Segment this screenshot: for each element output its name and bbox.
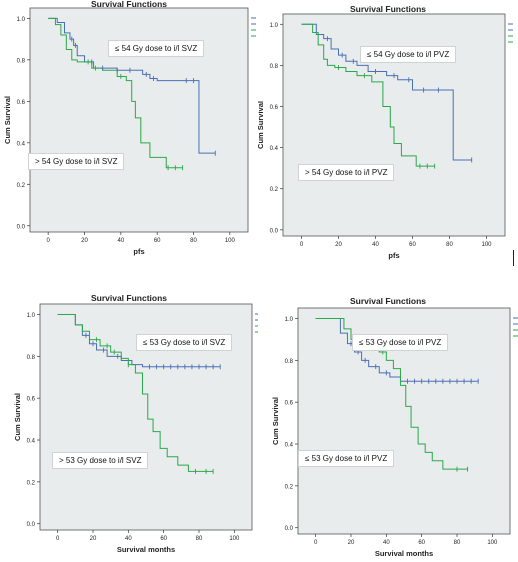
y-tick-label: 0.4 (27, 439, 36, 445)
y-tick-label: 1.0 (285, 317, 294, 323)
x-axis-label: Survival months (117, 545, 175, 554)
y-tick-label: 0.4 (270, 146, 279, 152)
y-tick-label: 0.0 (285, 526, 294, 532)
x-tick-label: 80 (190, 238, 197, 244)
x-tick-label: 0 (46, 238, 50, 244)
x-tick-label: 100 (229, 536, 240, 542)
y-tick-label: 1.0 (17, 17, 26, 23)
y-tick-label: 0.8 (285, 359, 294, 365)
x-tick-label: 60 (418, 540, 425, 546)
survival-curve-green (301, 23, 435, 167)
series-label-bottom: > 53 Gy dose to i/l SVZ (52, 452, 149, 469)
x-tick-label: 40 (383, 540, 390, 546)
x-axis-label: pfs (388, 251, 399, 260)
x-tick-label: 80 (446, 242, 453, 248)
x-tick-label: 80 (454, 540, 461, 546)
y-tick-label: 0.4 (285, 443, 294, 449)
x-tick-label: 20 (90, 536, 97, 542)
chart-4: 0.0 0.2 0.4 0.6 0.8 1.0 0 20 40 60 80 100 Survival m… (271, 307, 518, 558)
chart-title: Survival Functions (90, 0, 168, 9)
x-axis-label: pfs (133, 247, 144, 256)
y-axis-label: Cum Survival (271, 397, 280, 445)
survival-curve-blue (301, 23, 472, 161)
x-tick-label: 100 (481, 242, 492, 248)
y-tick-label: 0.4 (17, 141, 26, 147)
panel-3: Survival Functions 0.0 0.2 0.4 0.6 0.8 1.0 0 20… (0, 290, 258, 562)
series-label-top: ≤ 54 Gy dose to i/l PVZ (360, 46, 457, 63)
x-tick-label: 0 (314, 540, 318, 546)
panel-1: Survival Functions 0.0 0.2 0.4 0.6 0.8 1.0 0 20… (0, 0, 258, 270)
y-tick-label: 0.0 (270, 228, 279, 234)
chart-3: 0.0 0.2 0.4 0.6 0.8 1.0 0 20 40 60 80 100 Survival m… (13, 303, 258, 554)
x-tick-label: 40 (117, 238, 124, 244)
chart-title: Survival Functions (349, 296, 427, 306)
chart-title: Survival Functions (90, 293, 168, 303)
chart-title: Survival Functions (349, 4, 427, 14)
y-tick-label: 0.0 (17, 224, 26, 230)
y-tick-label: 1.0 (270, 23, 279, 29)
y-tick-label: 0.8 (270, 64, 279, 70)
series-label-bottom: ≤ 53 Gy dose to i/l PVZ (298, 450, 395, 467)
series-label-top: ≤ 53 Gy dose to i/l SVZ (136, 334, 233, 351)
y-tick-label: 0.2 (285, 484, 294, 490)
x-tick-label: 20 (81, 238, 88, 244)
panel-2: Survival Functions 0.0 0.2 0.4 0.6 0.8 1.0 0 20… (258, 0, 518, 270)
series-label-top: ≤ 54 Gy dose to i/l SVZ (108, 40, 205, 57)
x-tick-label: 100 (225, 238, 236, 244)
x-axis-label: Survival months (375, 549, 433, 558)
y-tick-label: 1.0 (27, 313, 36, 319)
series-label-top: ≤ 53 Gy dose to i/l PVZ (352, 334, 449, 351)
series-label-bottom: > 54 Gy dose to i/l PVZ (298, 164, 395, 181)
y-tick-label: 0.6 (270, 105, 279, 111)
panel-4: Survival Functions 0.0 0.2 0.4 0.6 0.8 1.0 0 20… (258, 290, 518, 562)
x-tick-label: 20 (335, 242, 342, 248)
y-tick-label: 0.6 (27, 397, 36, 403)
y-axis-label: Cum Survival (3, 96, 12, 144)
x-tick-label: 60 (154, 238, 161, 244)
survival-curve-green (57, 313, 214, 472)
y-axis-label: Cum Survival (258, 101, 265, 149)
y-tick-label: 0.2 (270, 187, 279, 193)
x-tick-label: 80 (196, 536, 203, 542)
x-tick-label: 100 (487, 540, 498, 546)
x-tick-label: 60 (160, 536, 167, 542)
x-tick-label: 60 (409, 242, 416, 248)
text-cursor (513, 250, 514, 266)
series-label-bottom: > 54 Gy dose to i/l SVZ (28, 153, 125, 170)
x-tick-label: 40 (125, 536, 132, 542)
x-tick-label: 20 (348, 540, 355, 546)
y-tick-label: 0.8 (17, 58, 26, 64)
x-tick-label: 40 (372, 242, 379, 248)
x-tick-label: 0 (56, 536, 60, 542)
x-tick-label: 0 (300, 242, 304, 248)
y-tick-label: 0.6 (17, 100, 26, 106)
chart-2: 0.0 0.2 0.4 0.6 0.8 1.0 0 20 40 60 80 100 pfs Cum Sur… (258, 13, 513, 260)
y-tick-label: 0.2 (17, 183, 26, 189)
y-tick-label: 0.6 (285, 401, 294, 407)
y-axis-label: Cum Survival (13, 393, 22, 441)
y-tick-label: 0.8 (27, 355, 36, 361)
y-tick-label: 0.0 (27, 522, 36, 528)
y-tick-label: 0.2 (27, 480, 36, 486)
chart-1: 0.0 0.2 0.4 0.6 0.8 1.0 0 20 40 60 80 100 pfs Cum Sur… (3, 7, 256, 256)
